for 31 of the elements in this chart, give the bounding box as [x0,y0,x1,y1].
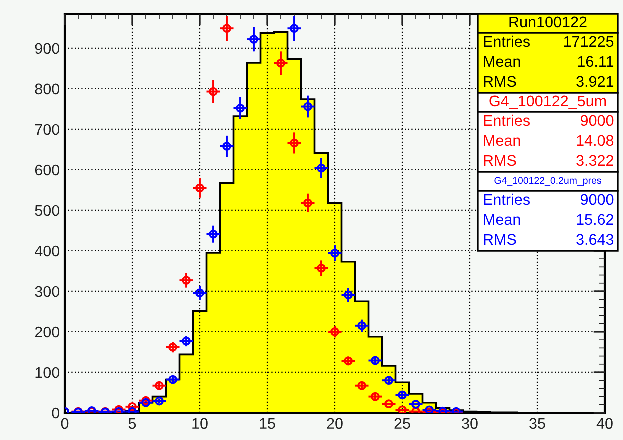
x-tick-label: 40 [596,418,613,430]
y-tick-label: 500 [35,205,60,216]
x-tick-label: 20 [327,418,343,430]
y-tick-label: 800 [35,84,60,95]
text: Entries 9000 [484,194,614,206]
y-tick-label: 600 [35,164,60,176]
x-tick-label: 15 [260,418,276,430]
text: Mean 14.08 [484,135,614,146]
text: G4_100122_0.2um_pres [494,177,602,186]
text: RMS 3.322 [484,155,614,166]
y-tick-label: 100 [36,367,60,378]
x-tick-label: 35 [530,418,546,430]
y-tick-label: 300 [35,286,60,298]
x-tick-label: 25 [394,418,410,430]
text: Entries 9000 [484,114,614,126]
text: Mean 15.62 [484,214,614,226]
text: G4_100122_5um [490,96,606,110]
text: RMS 3.643 [484,234,614,246]
x-tick-label: 30 [462,418,478,430]
y-tick-label: 700 [35,124,60,136]
y-tick-label: 400 [35,246,60,257]
y-tick-label: 0 [52,408,60,419]
y-tick-label: 200 [35,326,60,338]
text: Run100122 [510,16,587,28]
x-tick-label: 10 [192,418,208,430]
text: Entries 171225 [484,36,614,48]
y-tick-label: 900 [35,43,60,54]
text: RMS 3.921 [484,76,614,88]
x-tick-label: 0 [61,418,69,430]
text: Mean 16.11 [484,56,614,68]
x-tick-label: 5 [128,418,136,430]
